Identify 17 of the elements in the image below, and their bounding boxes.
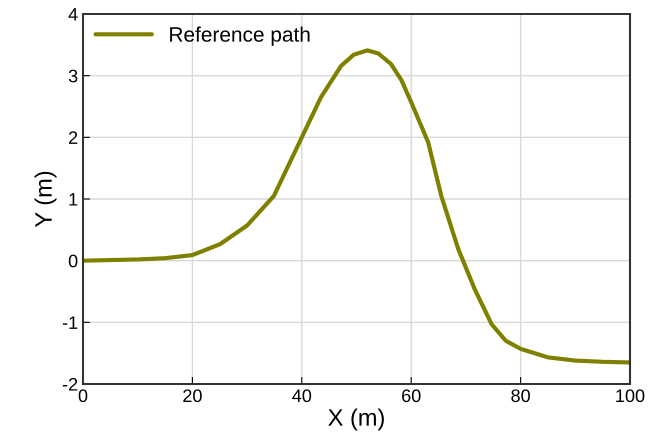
y-tick-label: -1 xyxy=(62,316,78,329)
y-tick-label: -2 xyxy=(62,378,78,391)
y-tick-label: 2 xyxy=(69,131,78,144)
y-axis-title: Y (m) xyxy=(34,172,57,228)
x-tick-label: 40 xyxy=(292,389,312,402)
x-axis-title: X (m) xyxy=(328,408,384,430)
y-tick-label: 4 xyxy=(68,8,78,21)
x-tick-label: 100 xyxy=(616,389,644,402)
x-tick-label: 80 xyxy=(511,389,530,402)
legend-label: Reference path xyxy=(170,26,310,46)
y-tick-label: 0 xyxy=(68,254,78,268)
line-series xyxy=(83,48,630,364)
y-tick-label: 3 xyxy=(68,70,78,82)
x-tick-label: 60 xyxy=(402,389,421,402)
x-tick-label: 0 xyxy=(78,389,88,402)
y-tick-label: 1 xyxy=(69,193,78,206)
x-tick-label: 20 xyxy=(183,389,202,402)
